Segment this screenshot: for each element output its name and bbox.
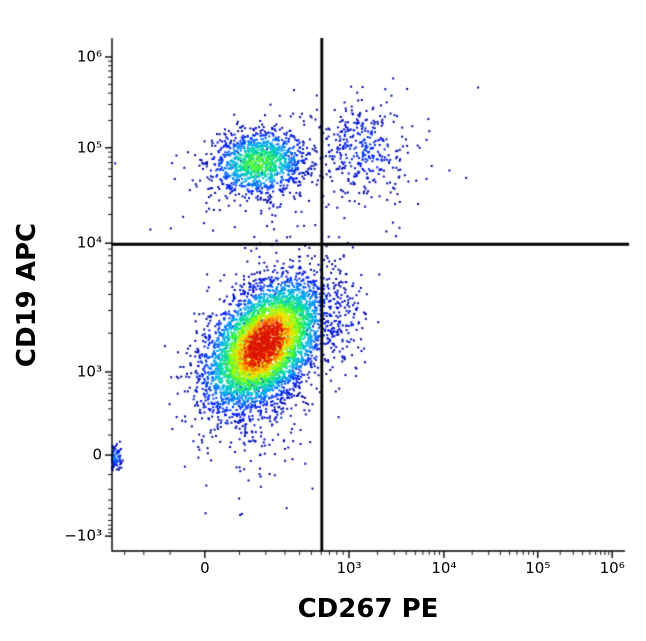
y-tick-label: 10⁵: [76, 138, 102, 157]
y-axis-title: CD19 APC: [12, 222, 42, 368]
y-tick-label: 10⁶: [76, 47, 102, 66]
y-tick-label: −10³: [64, 526, 102, 545]
x-tick-label: 10⁶: [599, 559, 625, 577]
x-tick-label: 0: [200, 559, 210, 577]
x-tick-label: 10³: [336, 559, 362, 577]
x-tick-label: 10⁵: [525, 559, 551, 577]
x-tick-label: 10⁴: [431, 559, 457, 577]
y-tick-label: 0: [92, 445, 102, 464]
y-tick-label: 10⁴: [76, 233, 102, 252]
x-axis-title: CD267 PE: [297, 594, 439, 624]
y-tick-label: 10³: [76, 362, 102, 381]
